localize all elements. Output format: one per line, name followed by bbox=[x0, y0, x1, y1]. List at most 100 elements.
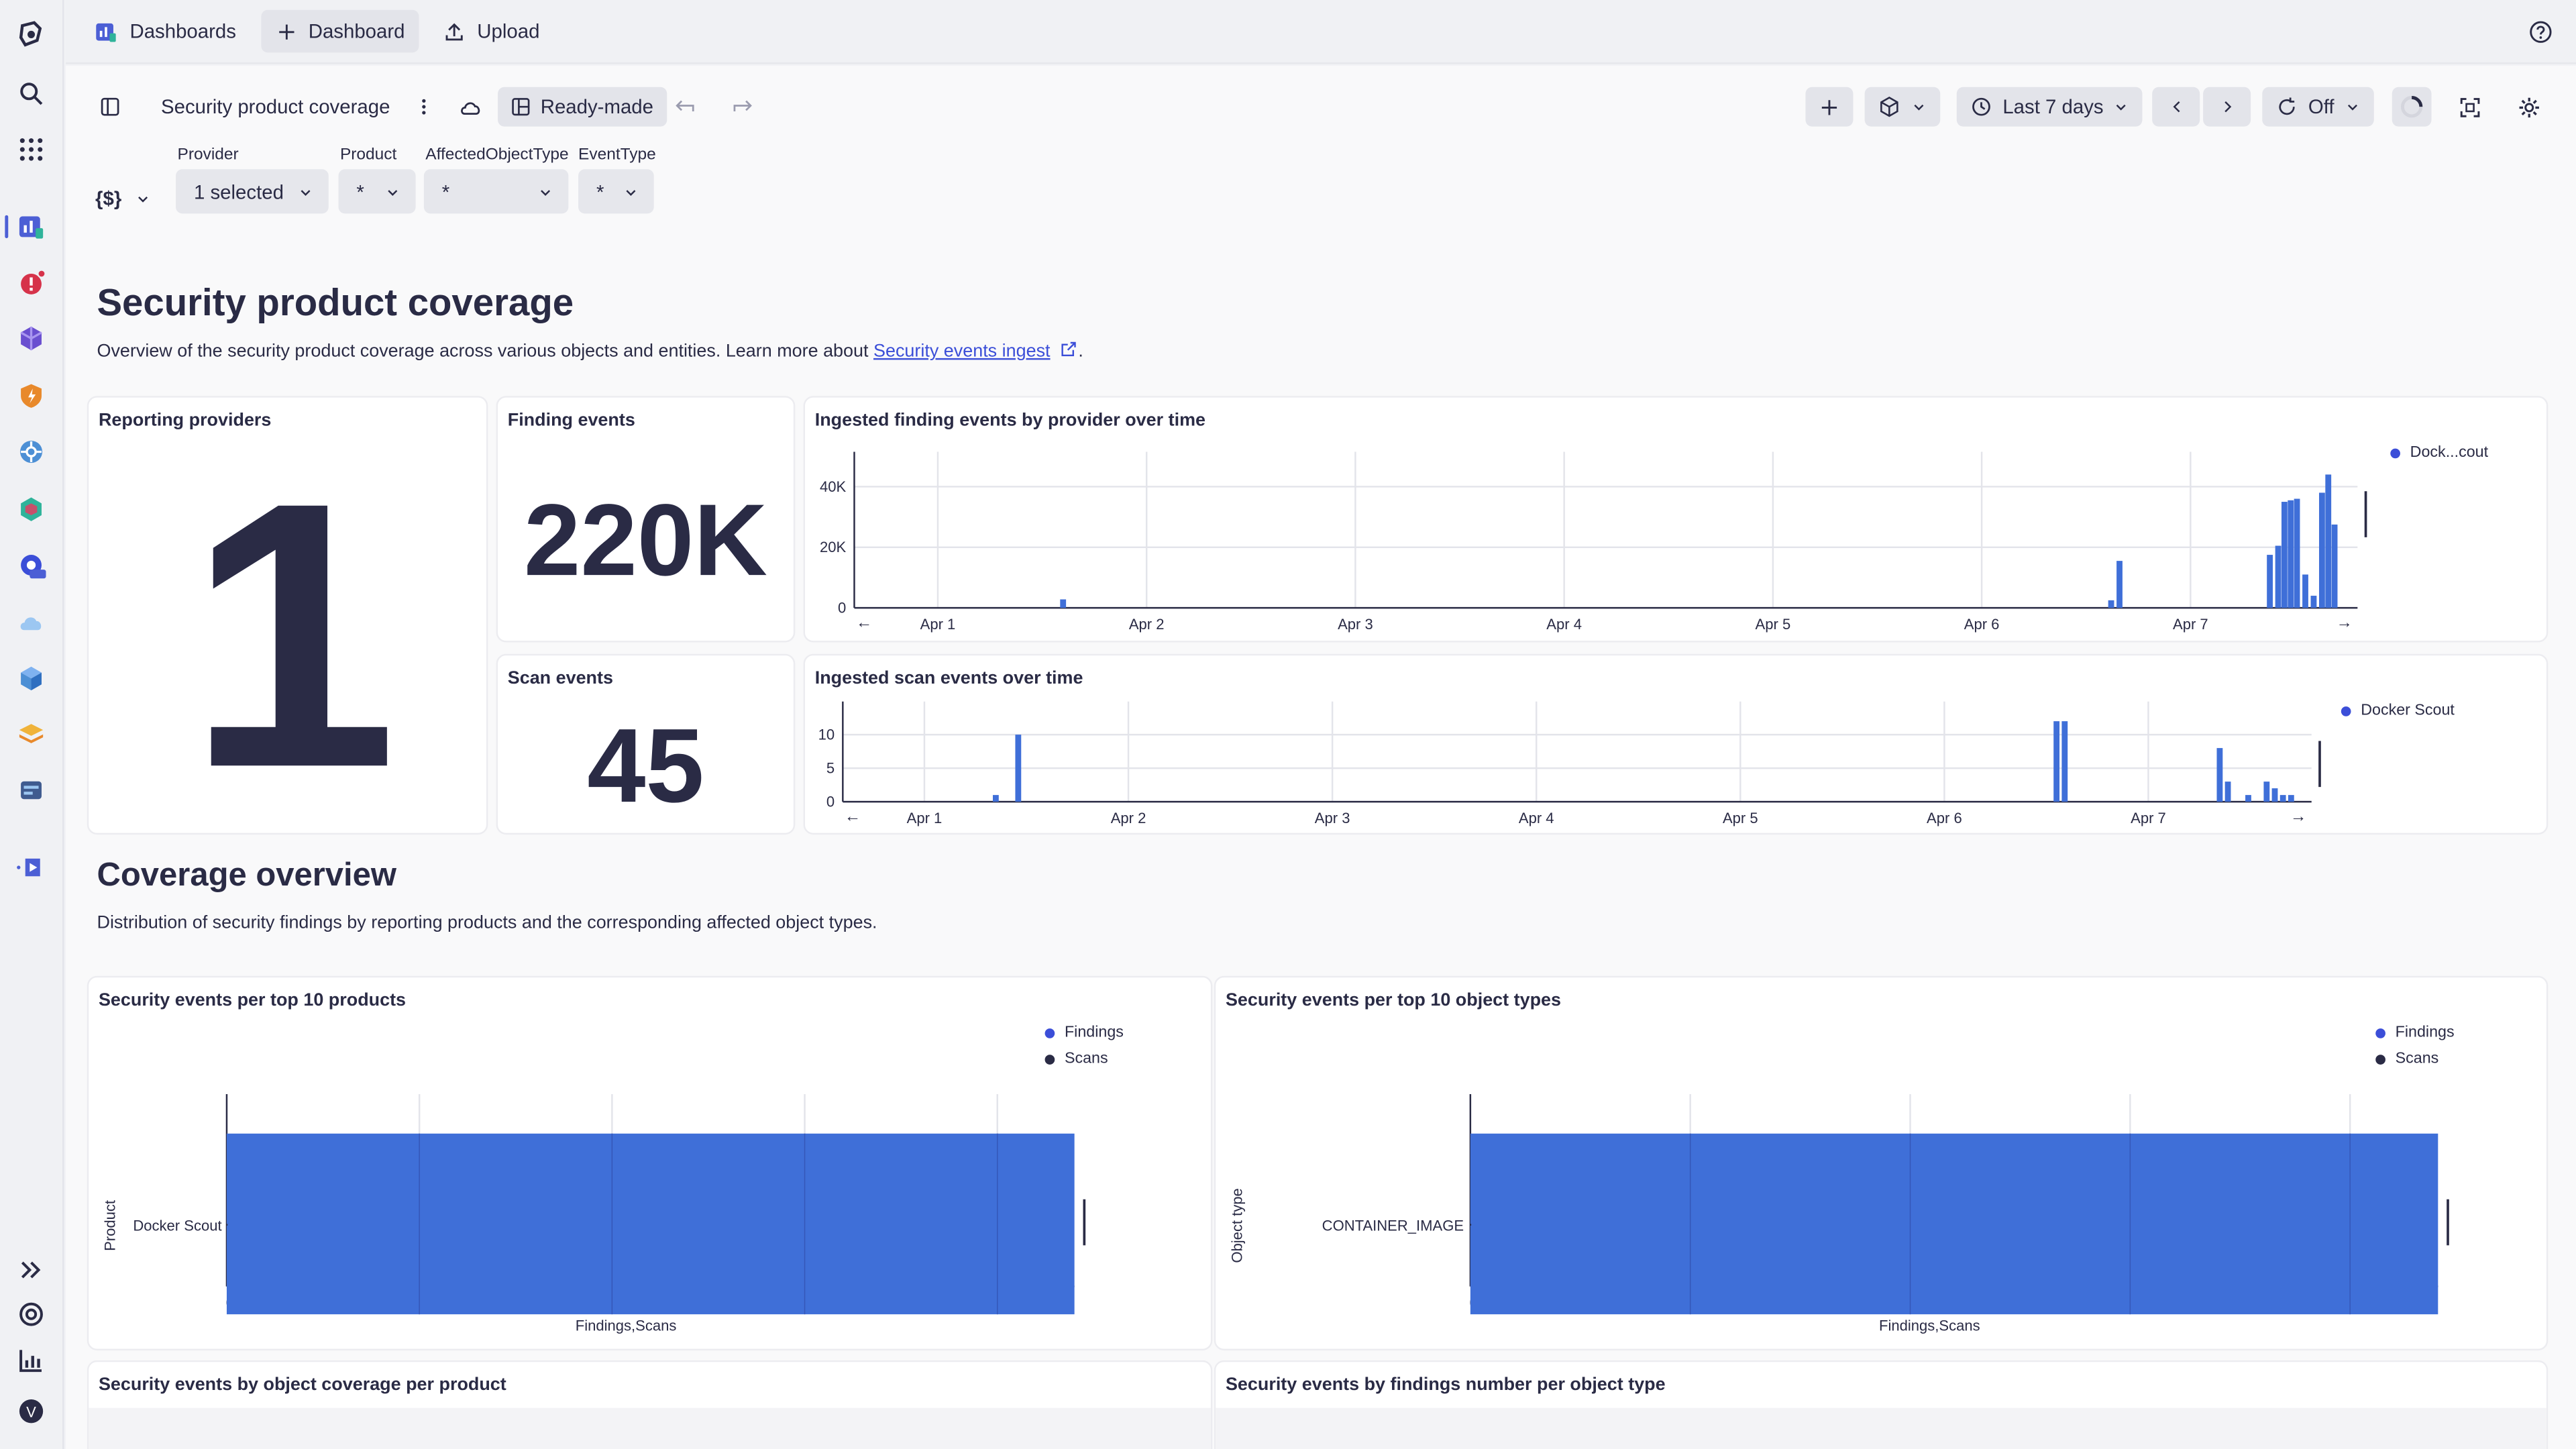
legend-findings[interactable]: Findings bbox=[2375, 1024, 2455, 1042]
svg-text:V: V bbox=[26, 1404, 36, 1421]
x-tick-label: Apr 2 bbox=[1129, 616, 1165, 633]
infrastructure-app-icon[interactable] bbox=[15, 322, 48, 355]
provider-filter-select[interactable]: 1 selected bbox=[176, 169, 329, 214]
data-bar bbox=[2263, 782, 2270, 802]
loading-spinner-icon bbox=[2400, 96, 2423, 118]
legend-label: Scans bbox=[2395, 1049, 2439, 1068]
legend-scans[interactable]: Scans bbox=[2375, 1050, 2438, 1068]
undo-button[interactable] bbox=[674, 85, 696, 128]
analytics-icon[interactable] bbox=[15, 1344, 48, 1377]
category-label: CONTAINER_IMAGE bbox=[1322, 1217, 1464, 1234]
legend-scans[interactable]: Scans bbox=[1044, 1050, 1108, 1068]
database-app-icon[interactable] bbox=[15, 773, 48, 806]
apps-grid-icon[interactable] bbox=[15, 133, 48, 166]
pan-left-arrow: ← bbox=[856, 614, 872, 632]
fullscreen-button[interactable] bbox=[2458, 85, 2483, 128]
segments-button[interactable] bbox=[1864, 87, 1941, 127]
external-link-icon bbox=[1062, 341, 1077, 357]
help-support-icon[interactable] bbox=[15, 1298, 48, 1331]
category-label: Docker Scout bbox=[133, 1217, 221, 1234]
help-icon[interactable] bbox=[2528, 19, 2553, 52]
side-panel-icon bbox=[101, 97, 119, 116]
dashboards-app-icon[interactable] bbox=[15, 210, 48, 243]
layers-app-icon[interactable] bbox=[15, 718, 48, 751]
services-app-icon[interactable] bbox=[15, 493, 48, 526]
timeframe-selector[interactable]: Last 7 days bbox=[1956, 87, 2143, 127]
cube-app-icon[interactable] bbox=[15, 662, 48, 695]
security-app-icon[interactable] bbox=[15, 380, 48, 413]
settings-button[interactable] bbox=[2517, 85, 2542, 128]
gear-icon bbox=[2519, 97, 2539, 117]
tile-object-coverage-per-product[interactable]: Security events by object coverage per p… bbox=[87, 1360, 1213, 1449]
chevron-down-icon bbox=[388, 189, 398, 195]
tile-scan-events[interactable]: Scan events 45 bbox=[496, 653, 796, 835]
section-title-overview: Coverage overview bbox=[97, 857, 397, 894]
chart-title: Ingested scan events over time bbox=[814, 668, 1083, 689]
variables-button[interactable]: {$} bbox=[89, 176, 158, 220]
y-tick-label: 20K bbox=[820, 539, 847, 555]
data-bar bbox=[2302, 574, 2308, 608]
data-bar bbox=[2116, 561, 2123, 608]
fullscreen-icon bbox=[2460, 97, 2480, 117]
chart-legend[interactable]: Dock...cout bbox=[2390, 443, 2488, 462]
tile-reporting-providers[interactable]: Reporting providers 1 bbox=[87, 396, 488, 841]
tile-finding-events[interactable]: Finding events 220K bbox=[496, 396, 796, 643]
section-description: Distribution of security findings by rep… bbox=[97, 913, 877, 934]
variables-label: {$} bbox=[95, 186, 122, 210]
object-type-filter-select[interactable]: * bbox=[423, 169, 569, 214]
readymade-badge[interactable]: Ready-made bbox=[498, 87, 667, 127]
dashboards-nav-button[interactable]: Dashboards bbox=[79, 10, 251, 53]
legend-dot bbox=[2375, 1054, 2385, 1064]
dashboards-app-icon bbox=[96, 22, 116, 42]
timeframe-next-button[interactable] bbox=[2203, 87, 2251, 127]
security-events-ingest-link[interactable]: Security events ingest bbox=[873, 341, 1051, 362]
upload-icon bbox=[446, 22, 464, 40]
chevron-down-icon bbox=[541, 189, 551, 195]
new-app-icon[interactable] bbox=[15, 549, 48, 582]
x-tick-label: Apr 1 bbox=[907, 810, 943, 826]
more-options-button[interactable] bbox=[414, 85, 433, 128]
tile-events-per-product[interactable]: Security events per top 10 products 050K… bbox=[87, 975, 1213, 1351]
event-type-filter-select[interactable]: * bbox=[578, 169, 654, 214]
chevron-down-icon bbox=[626, 189, 636, 195]
tile-events-per-object-type[interactable]: Security events per top 10 object types … bbox=[1214, 975, 2548, 1351]
chart-title: Security events per top 10 object types bbox=[1225, 990, 1562, 1011]
expand-sidebar-icon[interactable] bbox=[15, 1254, 48, 1287]
data-bar bbox=[2275, 545, 2282, 608]
tile-value: 1 bbox=[187, 423, 397, 847]
y-tick-label: 5 bbox=[826, 759, 835, 776]
product-filter-select[interactable]: * bbox=[338, 169, 416, 214]
dynatrace-logo-icon[interactable] bbox=[15, 18, 48, 51]
legend-dot bbox=[1044, 1054, 1055, 1064]
user-avatar-icon[interactable]: V bbox=[15, 1395, 48, 1428]
kubernetes-app-icon[interactable] bbox=[15, 435, 48, 468]
new-dashboard-button[interactable]: Dashboard bbox=[260, 9, 420, 53]
legend-dot bbox=[2375, 1027, 2385, 1038]
redo-button[interactable] bbox=[731, 85, 754, 128]
upload-button[interactable]: Upload bbox=[429, 10, 554, 53]
y-axis-title: Object type bbox=[1228, 1188, 1245, 1263]
toggle-panel-button[interactable] bbox=[99, 85, 121, 128]
tile-scan-events-chart[interactable]: Ingested scan events over time 0 5 10 Apr 1… bbox=[803, 653, 2548, 835]
tile-finding-events-chart[interactable]: Ingested finding events by provider over… bbox=[803, 396, 2548, 643]
event-type-filter-value: * bbox=[596, 180, 604, 203]
problems-app-icon[interactable] bbox=[15, 266, 48, 299]
tile-findings-per-object-type[interactable]: Security events by findings number per o… bbox=[1214, 1360, 2548, 1449]
data-bar bbox=[2288, 500, 2294, 608]
add-tile-button[interactable] bbox=[1805, 87, 1854, 127]
search-icon[interactable] bbox=[15, 77, 48, 110]
timeframe-previous-button[interactable] bbox=[2152, 87, 2200, 127]
auto-refresh-selector[interactable]: Off bbox=[2262, 87, 2374, 127]
chevron-left-icon bbox=[2172, 101, 2180, 113]
legend-findings[interactable]: Findings bbox=[1044, 1024, 1124, 1042]
refresh-now-button[interactable] bbox=[2392, 87, 2432, 127]
data-bar bbox=[2279, 795, 2286, 802]
dashboard-name[interactable]: Security product coverage bbox=[161, 95, 390, 119]
data-bar bbox=[1015, 735, 1022, 802]
chevron-down-icon bbox=[2116, 104, 2127, 111]
chart-legend[interactable]: Docker Scout bbox=[2341, 702, 2455, 720]
pinned-app-icon[interactable] bbox=[15, 851, 48, 884]
cloud-app-icon[interactable] bbox=[15, 606, 48, 639]
chart-title: Security events per top 10 products bbox=[98, 990, 407, 1011]
tile-title: Scan events bbox=[507, 668, 613, 689]
